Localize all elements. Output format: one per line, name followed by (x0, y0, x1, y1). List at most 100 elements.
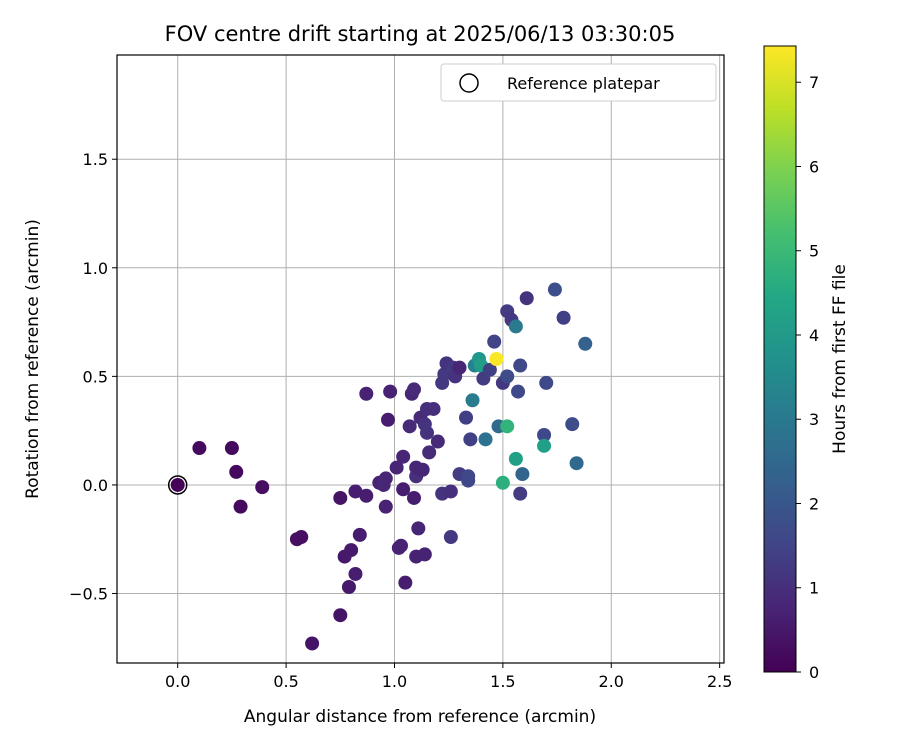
scatter-point (305, 636, 320, 651)
scatter-point (513, 358, 528, 373)
plot-frame (116, 54, 725, 664)
x-tick-label: 0.5 (273, 672, 298, 691)
scatter-point (348, 566, 363, 581)
scatter-point (378, 499, 393, 514)
scatter-point (430, 434, 445, 449)
scatter-point (415, 462, 430, 477)
scatter-point (383, 384, 398, 399)
scatter-point (508, 319, 523, 334)
scatter-point (396, 482, 411, 497)
y-tick-label: 0.5 (83, 367, 108, 386)
scatter-points (170, 282, 593, 651)
colorbar-tick-label: 7 (809, 73, 819, 92)
scatter-point (539, 375, 554, 390)
legend: Reference platepar (440, 63, 717, 102)
x-tick-label: 1.0 (382, 672, 407, 691)
scatter-point (333, 490, 348, 505)
y-axis-label: Rotation from reference (arcmin) (23, 219, 43, 499)
x-axis-ticks: 0.0 0.5 1.0 1.5 2.0 2.5 (165, 663, 732, 691)
scatter-point (569, 456, 584, 471)
scatter-point (420, 425, 435, 440)
scatter-point (333, 608, 348, 623)
scatter-point (402, 419, 417, 434)
scatter-point (255, 480, 270, 495)
scatter-point (348, 484, 363, 499)
x-tick-label: 1.5 (490, 672, 515, 691)
scatter-point (515, 467, 530, 482)
scatter-point (465, 393, 480, 408)
scatter-point (519, 291, 534, 306)
scatter-point (233, 499, 248, 514)
scatter-point (359, 386, 374, 401)
scatter-point (294, 530, 309, 545)
scatter-point (352, 527, 367, 542)
scatter-point (443, 484, 458, 499)
scatter-point (500, 369, 515, 384)
scatter-point (500, 419, 515, 434)
scatter-point (463, 432, 478, 447)
scatter-point (537, 428, 552, 442)
scatter-point (537, 438, 552, 453)
scatter-point (224, 441, 239, 456)
scatter-point (513, 486, 528, 501)
scatter-point (556, 310, 571, 325)
scatter-point (341, 580, 356, 594)
scatter-point (406, 382, 421, 397)
y-tick-label: 1.0 (83, 259, 108, 278)
scatter-point (378, 471, 393, 486)
y-tick-label: −0.5 (69, 585, 108, 604)
colorbar-tick-label: 1 (809, 579, 819, 598)
scatter-point (547, 282, 562, 297)
colorbar-tick-label: 6 (809, 157, 819, 176)
y-tick-label: 0.0 (83, 476, 108, 495)
scatter-point (487, 334, 502, 349)
chart-title: FOV centre drift starting at 2025/06/13 … (165, 22, 676, 46)
grid-lines (117, 55, 724, 663)
scatter-point (426, 401, 441, 416)
scatter-point (495, 475, 510, 490)
scatter-point (478, 432, 493, 447)
colorbar-tick-label: 2 (809, 494, 819, 513)
scatter-point (192, 441, 207, 456)
scatter-point (459, 410, 474, 425)
legend-marker-reference (459, 73, 479, 93)
scatter-point (578, 336, 593, 351)
scatter-point (398, 575, 413, 590)
scatter-point (411, 521, 426, 536)
scatter-point (396, 449, 411, 464)
reference-marker (167, 475, 188, 495)
scatter-point (389, 460, 404, 475)
scatter-point (422, 445, 437, 460)
scatter-point (482, 362, 497, 377)
scatter-point (417, 547, 432, 562)
colorbar-label: Hours from first FF file (830, 264, 850, 454)
x-tick-label: 0.0 (165, 672, 190, 691)
scatter-point (380, 412, 395, 427)
scatter-point (508, 451, 523, 466)
legend-label-reference: Reference platepar (507, 74, 660, 93)
scatter-point (229, 464, 244, 479)
scatter-point (344, 543, 359, 558)
scatter-point (489, 352, 504, 366)
scatter-point (565, 417, 580, 432)
colorbar-tick-label: 5 (809, 242, 819, 261)
scatter-point (359, 488, 374, 503)
scatter-point (393, 538, 408, 553)
colorbar-tick-label: 0 (809, 663, 819, 682)
scatter-point (461, 469, 476, 484)
x-tick-label: 2.0 (599, 672, 624, 691)
scatter-point (443, 530, 458, 545)
y-tick-label: 1.5 (83, 150, 108, 169)
colorbar-tick-label: 4 (809, 326, 819, 345)
colorbar-tick-label: 3 (809, 410, 819, 429)
y-axis-ticks: −0.5 0.0 0.5 1.0 1.5 (69, 150, 117, 604)
x-axis-label: Angular distance from reference (arcmin) (244, 707, 596, 727)
scatter-point (452, 360, 467, 375)
colorbar-gradient (763, 45, 797, 673)
legend-box (440, 63, 717, 102)
colorbar-ticks: 0 1 2 3 4 5 6 7 (796, 73, 819, 682)
colorbar: 0 1 2 3 4 5 6 7 Hours from first FF file (763, 45, 850, 682)
scatter-point (511, 384, 526, 399)
x-tick-label: 2.5 (707, 672, 732, 691)
